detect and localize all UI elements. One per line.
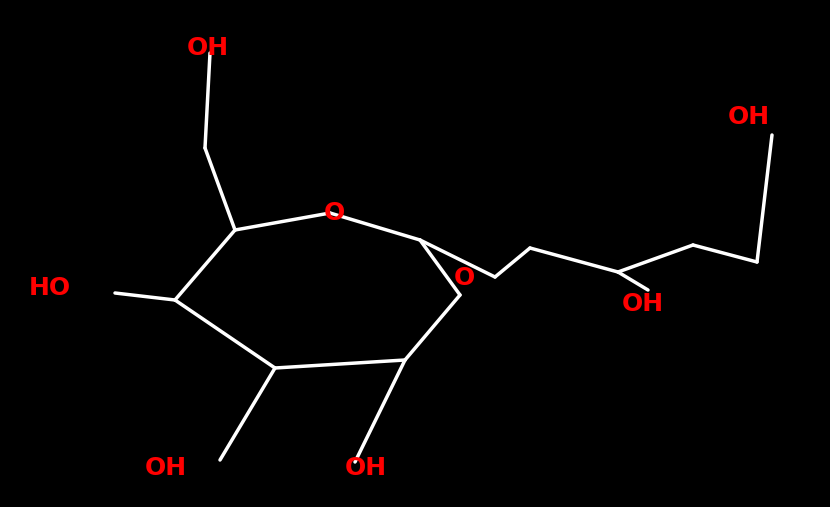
Text: OH: OH — [145, 456, 187, 480]
Text: O: O — [324, 201, 344, 225]
Text: OH: OH — [622, 292, 664, 316]
Text: HO: HO — [29, 276, 71, 300]
Text: OH: OH — [345, 456, 387, 480]
Text: O: O — [453, 266, 475, 290]
Text: OH: OH — [187, 36, 229, 60]
Text: OH: OH — [728, 105, 770, 129]
